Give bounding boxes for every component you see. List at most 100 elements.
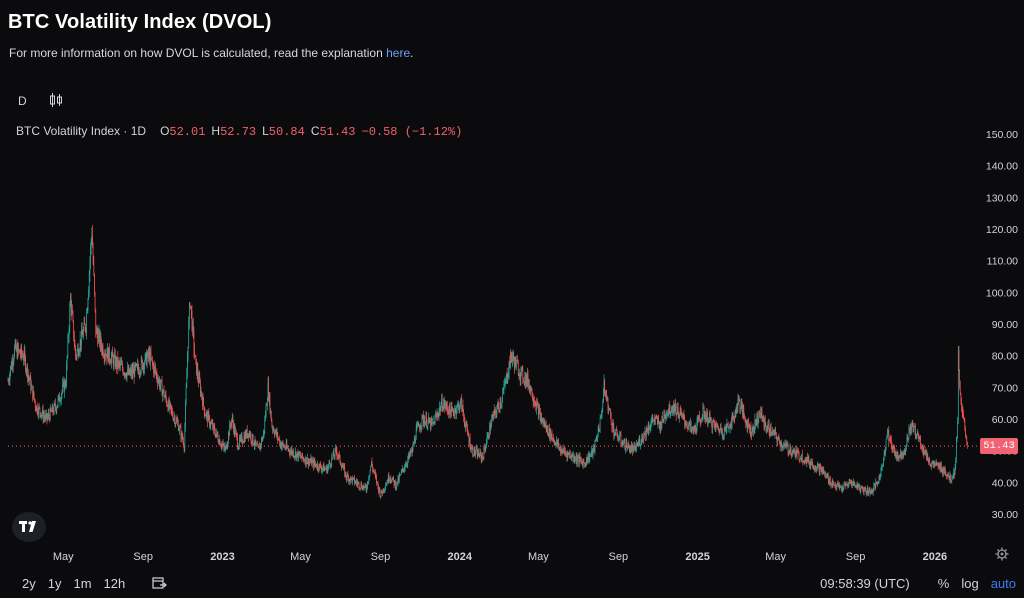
candle-body [141, 359, 143, 361]
range-2y[interactable]: 2y [22, 576, 36, 591]
candle-body [526, 374, 528, 383]
candle-body [315, 464, 317, 467]
candle-body [126, 372, 128, 379]
candle-body [685, 423, 687, 426]
candle-body [197, 368, 199, 378]
range-12h[interactable]: 12h [103, 576, 126, 591]
candle-body [960, 394, 962, 402]
candle-body [822, 469, 823, 473]
candle-body [250, 434, 251, 437]
settings-gear-icon[interactable] [995, 547, 1009, 566]
candle-body [535, 404, 537, 410]
candle-body [876, 481, 877, 484]
candle-body [9, 372, 11, 381]
candle-body [249, 432, 251, 437]
candle-body [549, 427, 550, 438]
candle-body [291, 449, 293, 454]
candle-body [304, 460, 305, 462]
candle-body [662, 419, 664, 421]
candle-body [209, 425, 211, 427]
candle-body [40, 414, 42, 417]
candle-body [135, 364, 137, 367]
candle-body [472, 448, 474, 455]
candle-body [333, 452, 334, 457]
explanation-link[interactable]: here [386, 46, 411, 60]
candle-body [761, 412, 763, 421]
candle-body [508, 362, 510, 374]
auto-scale-button[interactable]: auto [990, 576, 1016, 591]
candle-body [867, 487, 869, 494]
candle-body [193, 331, 195, 351]
candle-body [261, 438, 262, 446]
tradingview-logo-icon [19, 521, 36, 532]
candle-body [924, 450, 926, 454]
candle-body [664, 414, 665, 419]
candle-body [157, 380, 159, 384]
candle-body [158, 379, 160, 381]
candle-body [688, 424, 689, 429]
candle-body [280, 442, 281, 446]
candle-body [833, 484, 835, 486]
candle-body [220, 445, 221, 446]
candle-body [794, 448, 795, 453]
candle-body [566, 453, 568, 458]
candle-body [335, 448, 337, 452]
candle-body [361, 483, 362, 489]
x-tick-label: Sep [133, 551, 153, 563]
candle-body [515, 360, 517, 368]
candle-body [52, 405, 54, 412]
candle-body [190, 306, 192, 312]
interval-button[interactable]: D [18, 94, 27, 108]
candle-body [473, 454, 474, 457]
candle-body [904, 449, 905, 452]
tradingview-logo[interactable] [12, 512, 46, 542]
candle-body [593, 446, 595, 452]
candle-body [406, 464, 408, 465]
date-range-icon[interactable] [151, 575, 167, 594]
utc-clock[interactable]: 09:58:39 (UTC) [820, 576, 910, 591]
candle-body [688, 422, 690, 425]
candle-body [753, 425, 754, 432]
candle-body [927, 454, 929, 460]
candle-body [163, 389, 164, 392]
candle-body [366, 488, 368, 491]
candle-body [96, 328, 98, 334]
candle-body [618, 438, 620, 440]
candle-body [522, 368, 524, 380]
candle-body [729, 428, 731, 430]
candle-body [79, 339, 81, 351]
candle-body [584, 462, 586, 465]
candle-body [580, 459, 581, 460]
percent-scale-button[interactable]: % [937, 576, 950, 591]
candle-body [633, 446, 635, 448]
candle-body [435, 415, 437, 417]
candle-body [273, 428, 275, 433]
candle-body [361, 488, 363, 490]
candle-body [456, 404, 458, 411]
candle-body [759, 414, 761, 416]
candle-body [655, 416, 656, 420]
candle-body [692, 426, 694, 433]
candle-body [67, 338, 69, 357]
y-tick-label: 140.00 [986, 161, 1018, 173]
candle-body [774, 430, 776, 436]
candle-body [93, 262, 95, 275]
log-scale-button[interactable]: log [961, 576, 979, 591]
candles-icon[interactable] [49, 92, 63, 111]
y-tick-label: 70.00 [992, 382, 1018, 394]
candle-body [80, 339, 82, 346]
candle-body [947, 475, 949, 477]
legend-symbol: BTC Volatility Index · 1D [16, 124, 147, 138]
candle-body [302, 453, 303, 458]
candle-body [328, 465, 329, 468]
candle-body [213, 424, 215, 428]
candle-body [920, 446, 922, 449]
candle-body [247, 433, 249, 437]
candle-body [619, 435, 620, 439]
candle-body [391, 479, 393, 482]
range-1y[interactable]: 1y [47, 576, 62, 591]
range-1m[interactable]: 1m [73, 576, 92, 591]
candle-body [962, 411, 964, 414]
candle-body [105, 355, 106, 357]
